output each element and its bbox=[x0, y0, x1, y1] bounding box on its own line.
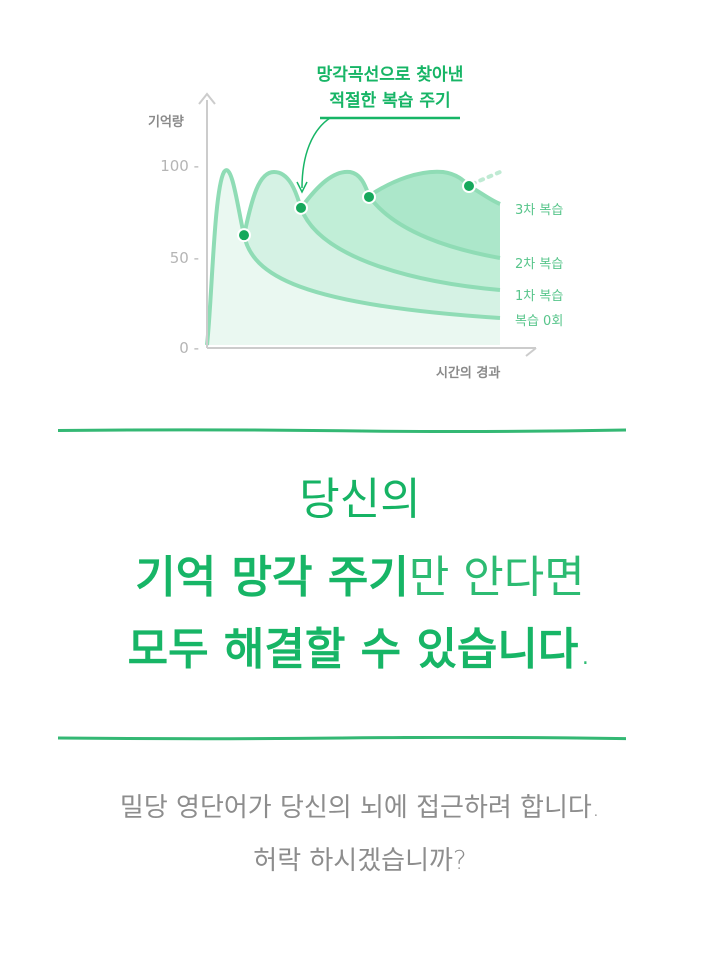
subtitle-line-1: 밀당 영단어가 당신의 뇌에 접근하려 합니다. bbox=[119, 793, 601, 823]
headline-line-3-end: . bbox=[578, 624, 593, 675]
curve-review-0 bbox=[205, 168, 501, 346]
area-review-2 bbox=[301, 171, 500, 290]
headline-line-2-light: 만 안다면 bbox=[408, 552, 585, 603]
review-point-2 bbox=[294, 200, 308, 215]
y-tick-50: 50 - bbox=[170, 249, 199, 267]
curve-review-3 bbox=[367, 169, 501, 206]
series-label-1: 1차 복습 bbox=[515, 289, 563, 304]
curve-continuation-dotted bbox=[470, 170, 502, 186]
headline-line-1: 당신의 bbox=[299, 474, 421, 525]
y-axis-label: 기억량 bbox=[148, 115, 184, 130]
annotation-arrow bbox=[301, 117, 331, 189]
review-points bbox=[237, 179, 476, 243]
x-axis-arrowhead bbox=[525, 347, 537, 357]
x-axis-label: 시간의 경과 bbox=[436, 365, 500, 381]
forgetting-curve-chart: 기억량 100 - 50 - 0 - 시간의 경과 3차 복습 2차 복습 1차… bbox=[148, 64, 563, 381]
series-label-2: 2차 복습 bbox=[515, 257, 563, 272]
y-axis-arrowhead bbox=[198, 92, 216, 105]
curve-review-2 bbox=[299, 169, 501, 260]
headline-line-3-bold: 모두 해결할 수 있습니다 bbox=[127, 624, 579, 675]
series-label-0: 복습 0회 bbox=[515, 314, 563, 329]
area-review-3 bbox=[369, 171, 500, 258]
review-point-3 bbox=[362, 189, 376, 204]
annotation-line-2: 적절한 복습 주기 bbox=[329, 90, 450, 111]
subtitle-line-2: 허락 하시겠습니까? bbox=[253, 846, 467, 876]
review-point-1 bbox=[237, 228, 251, 243]
headline-line-2-bold: 기억 망각 주기 bbox=[135, 552, 409, 603]
headline-line-3: 모두 해결할 수 있습니다. bbox=[0, 628, 720, 672]
series-label-3: 3차 복습 bbox=[515, 203, 563, 218]
area-review-0 bbox=[207, 170, 500, 345]
divider-top bbox=[58, 428, 626, 433]
divider-bottom bbox=[58, 736, 626, 741]
y-tick-0: 0 - bbox=[179, 339, 199, 357]
headline-line-2: 기억 망각 주기만 안다면 bbox=[0, 556, 720, 600]
y-tick-100: 100 - bbox=[160, 157, 199, 175]
review-point-4 bbox=[462, 179, 476, 194]
annotation-line-1: 망각곡선으로 찾아낸 bbox=[317, 64, 464, 85]
annotation-arrowhead bbox=[296, 181, 308, 194]
